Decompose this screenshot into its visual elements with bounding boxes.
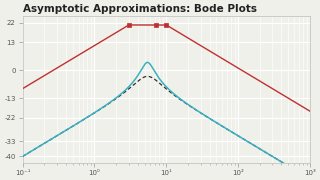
Text: Asymptotic Approximations: Bode Plots: Asymptotic Approximations: Bode Plots — [23, 4, 257, 14]
